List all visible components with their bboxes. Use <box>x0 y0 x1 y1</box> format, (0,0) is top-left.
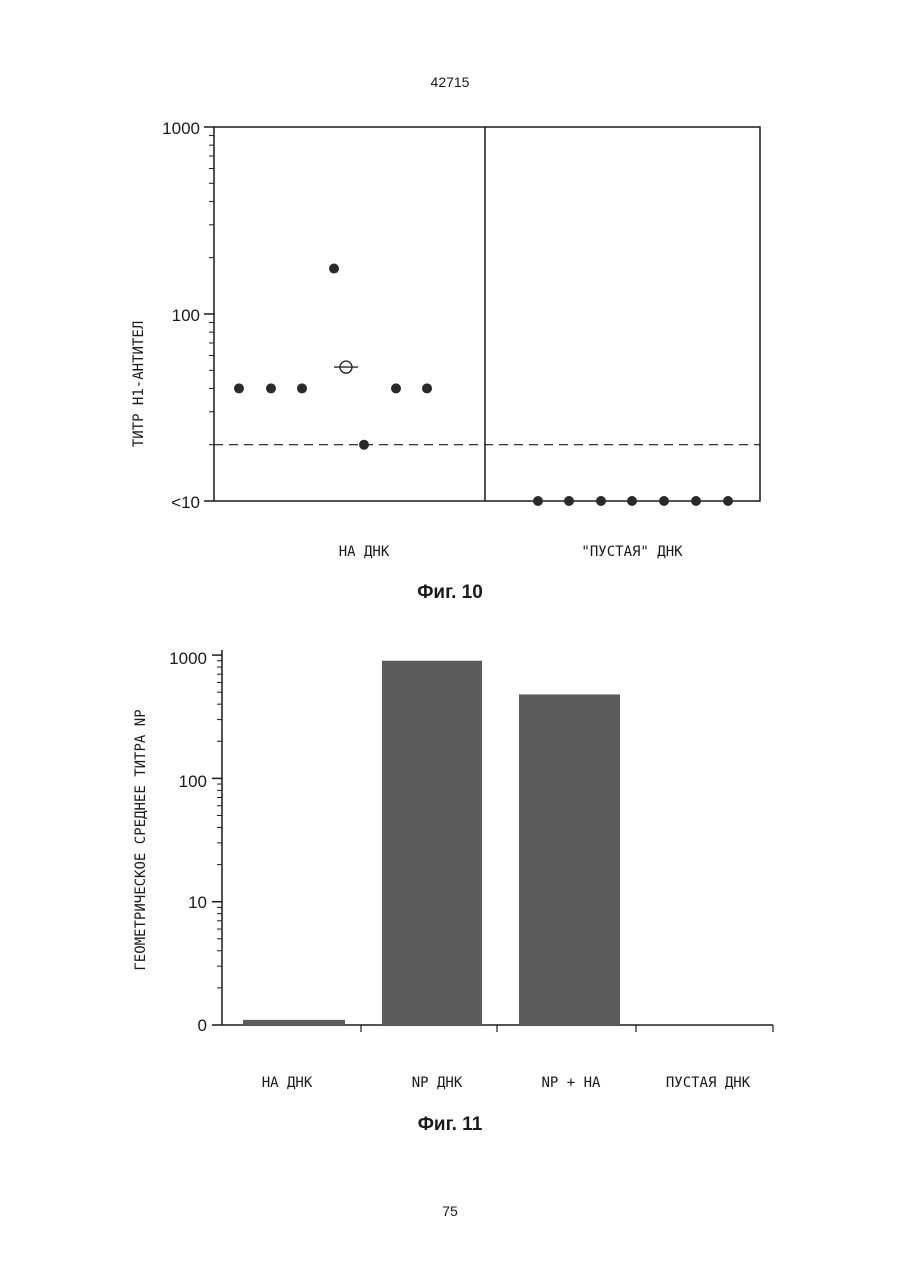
fig10-point-ha-dnk <box>234 383 244 393</box>
fig10-group-label-empty-dnk: "ПУСТАЯ" ДНК <box>581 544 683 560</box>
fig10-ytick-100: 100 <box>172 306 200 325</box>
fig10-ytick-less-than-10: <10 <box>171 493 200 512</box>
fig10-group-label-ha-dnk: НА ДНК <box>339 544 390 560</box>
fig10-point-ha-dnk <box>359 440 369 450</box>
fig10-point-ha-dnk <box>329 264 339 274</box>
fig10-y-axis-label: ТИТР H1-АНТИТЕЛ <box>131 321 147 447</box>
fig10-plot-frame <box>204 127 760 501</box>
fig10-point-empty-dnk <box>596 496 606 506</box>
fig10-point-empty-dnk <box>691 496 701 506</box>
fig10-ytick-1000: 1000 <box>162 119 200 138</box>
fig10-point-empty-dnk <box>627 496 637 506</box>
fig10-point-empty-dnk <box>533 496 543 506</box>
fig10-point-empty-dnk <box>723 496 733 506</box>
figure-11-caption: Фиг. 11 <box>0 1114 900 1136</box>
fig10-data-points <box>234 264 733 506</box>
figure-10-caption: Фиг. 10 <box>0 582 900 604</box>
fig10-point-ha-dnk <box>391 383 401 393</box>
fig10-point-empty-dnk <box>659 496 669 506</box>
fig10-point-ha-dnk <box>297 383 307 393</box>
fig10-point-ha-dnk <box>266 383 276 393</box>
page-number: 75 <box>0 1203 900 1219</box>
fig10-point-ha-dnk <box>422 383 432 393</box>
fig10-point-empty-dnk <box>564 496 574 506</box>
